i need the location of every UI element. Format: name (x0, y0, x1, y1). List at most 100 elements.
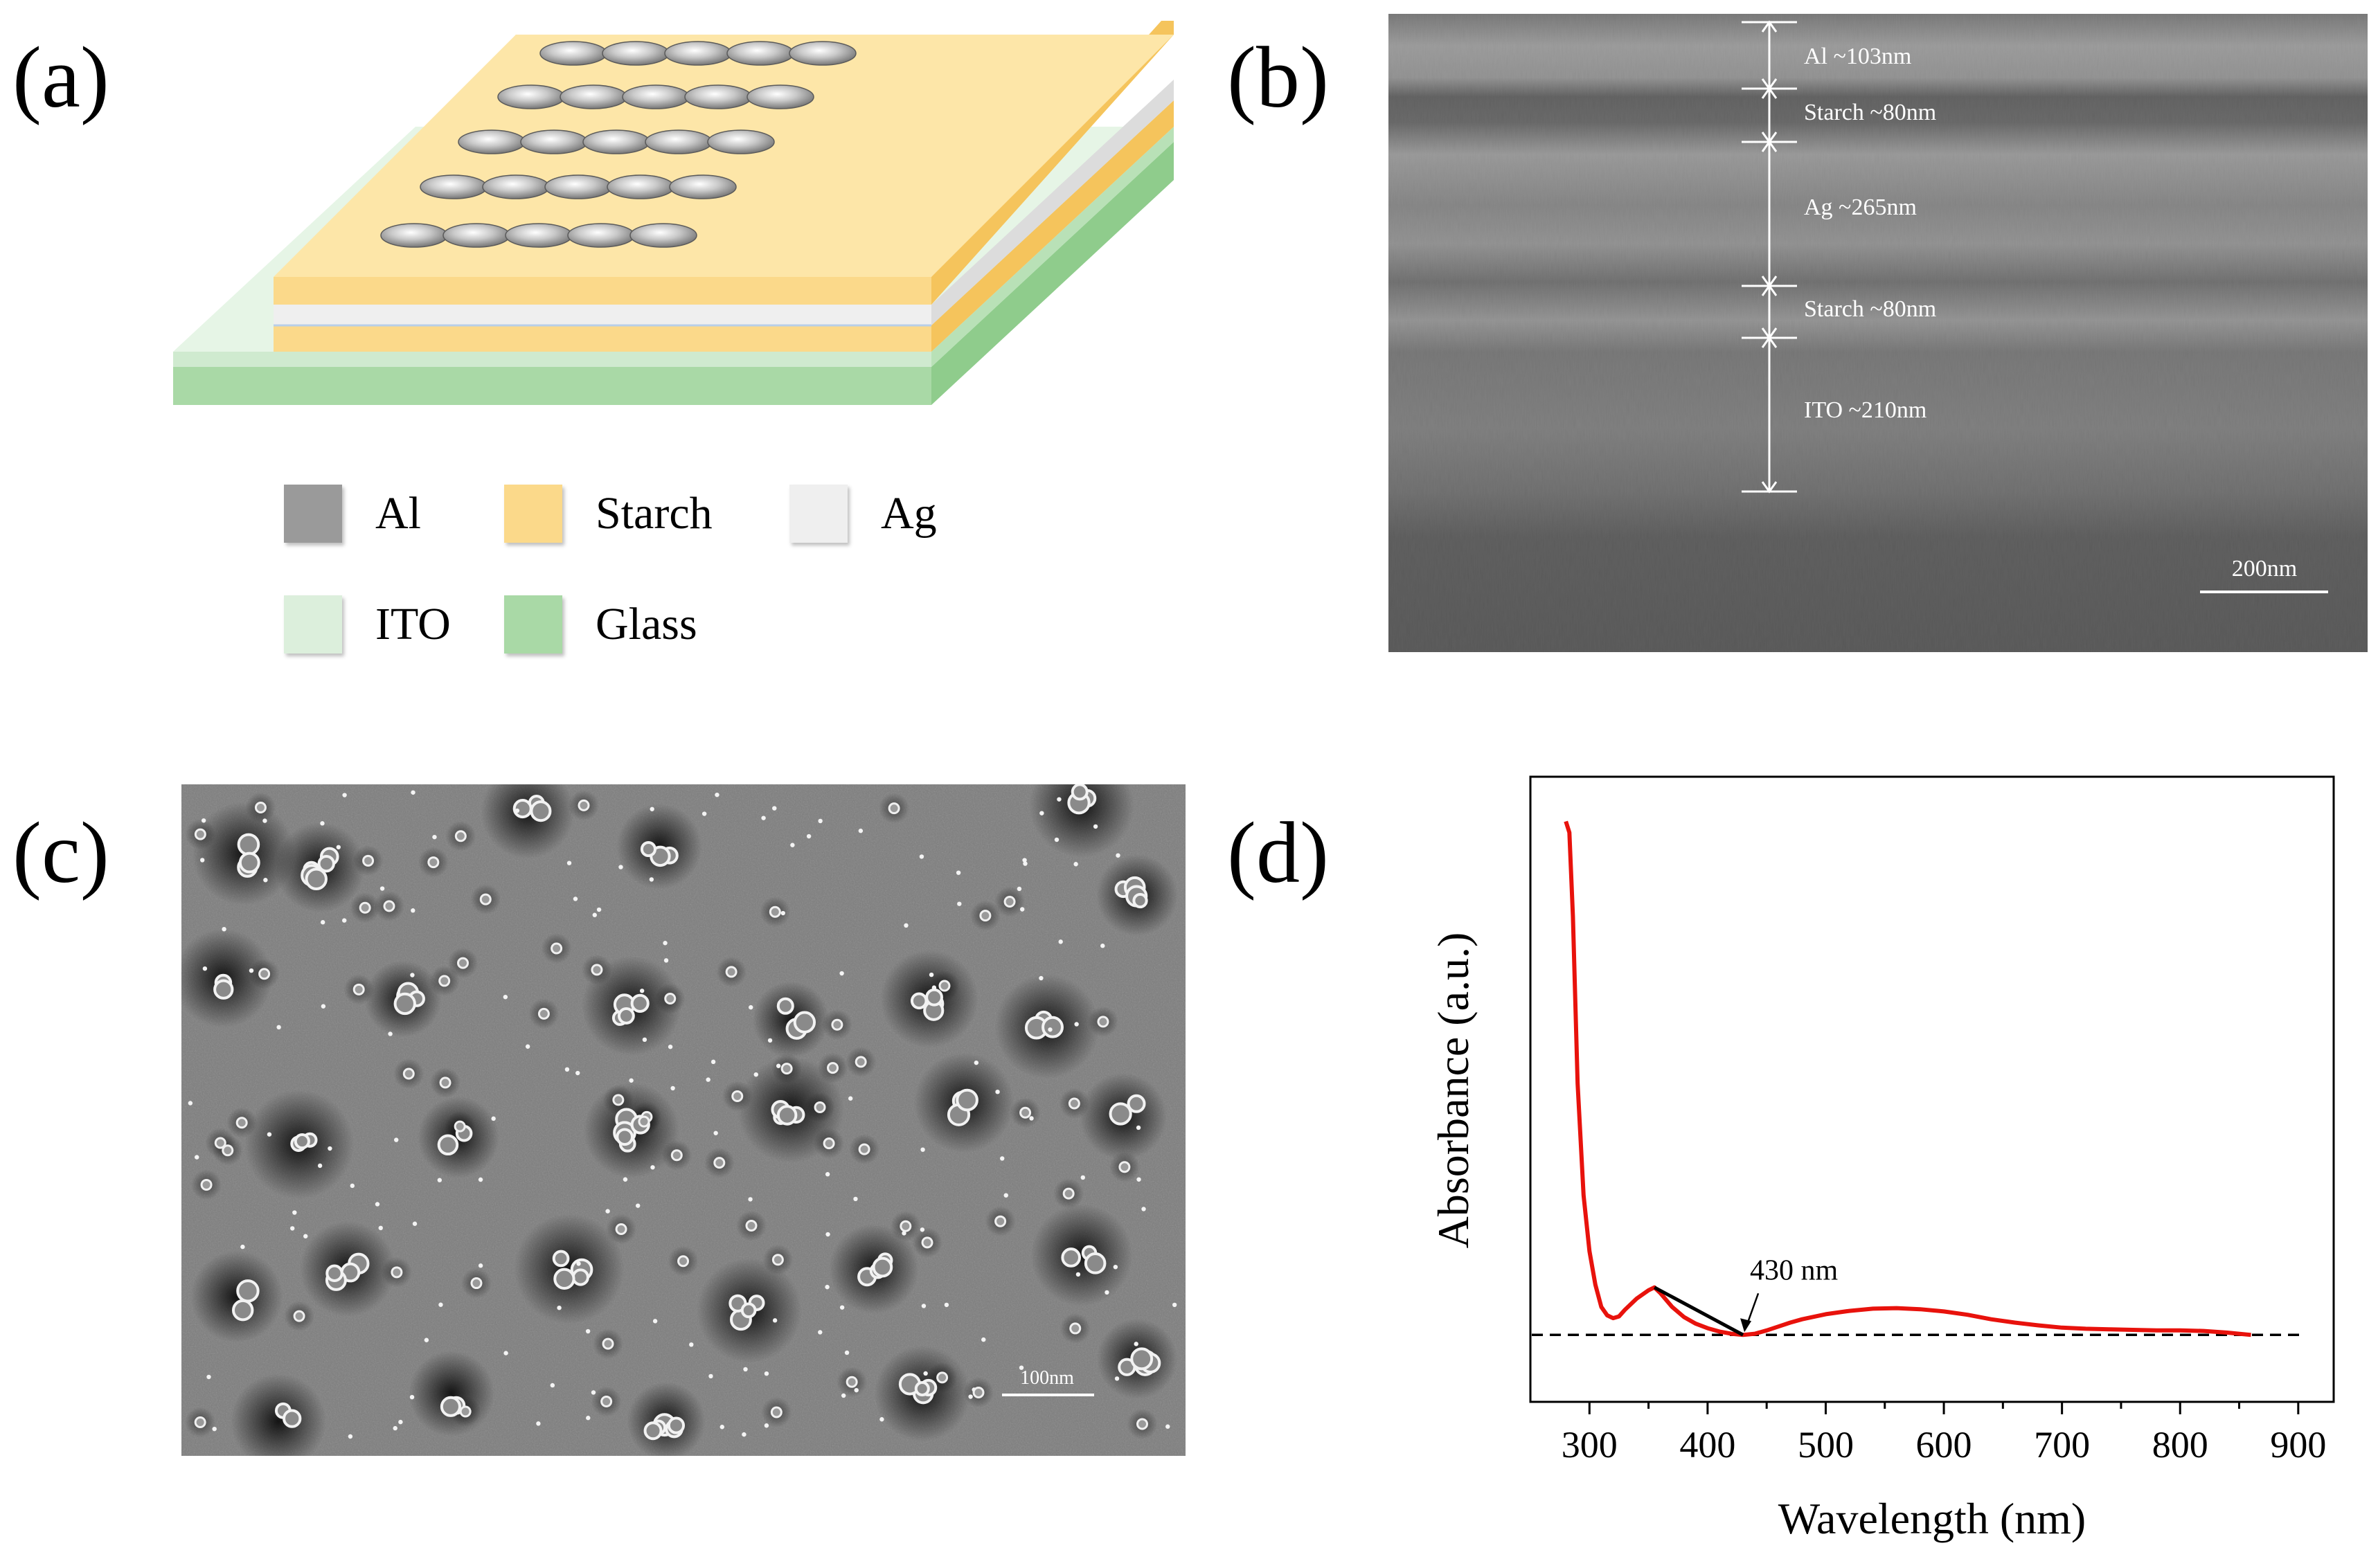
nanoparticle (525, 1044, 530, 1049)
al-swatch (284, 485, 342, 543)
nanoparticle (780, 910, 785, 916)
nanoparticle (1068, 1097, 1080, 1110)
nanoparticle (1084, 1252, 1107, 1274)
nanoparticle (491, 1116, 496, 1121)
nanoparticle (536, 1421, 541, 1426)
nanoparticle (591, 1390, 596, 1395)
al-nanodisk (629, 223, 697, 248)
nanoparticle (553, 1268, 575, 1290)
al-nanodisk (458, 129, 526, 154)
nanoparticle (957, 901, 962, 906)
nanoparticle (1029, 1116, 1034, 1121)
nanoparticle (212, 1426, 217, 1432)
nanoparticle (362, 854, 375, 867)
nanoparticle (479, 893, 492, 905)
cross-section-sem-image: Al ~103nm Starch ~80nm Ag ~265nm Starch … (1388, 14, 2368, 652)
nanoparticle (1054, 837, 1060, 842)
al-nanodisk (497, 84, 565, 109)
al-nanodisk (645, 129, 713, 154)
panel-b-letter: (b) (1227, 30, 1329, 126)
nanoparticle (921, 1304, 927, 1308)
nanoparticle (290, 1226, 295, 1231)
nanoparticle (402, 1067, 415, 1080)
particle-shadow (514, 1214, 625, 1324)
nanoparticle (409, 1394, 415, 1400)
nanoparticle (642, 1037, 647, 1043)
nanoparticle (776, 997, 794, 1015)
nanoparticle (328, 1146, 332, 1151)
nanoparticle (394, 1137, 399, 1142)
nanoparticle (814, 1101, 826, 1114)
absorption-edge-tangent (1653, 1286, 1744, 1337)
ag-nanoparticles (188, 784, 1177, 1441)
nanoparticle (818, 1330, 823, 1335)
panel-a-letter: (a) (12, 30, 109, 126)
nanoparticle (1071, 784, 1089, 801)
nanoparticle (923, 1371, 928, 1376)
nanoparticle (454, 1120, 466, 1133)
nanoparticle (391, 1266, 403, 1279)
particle-shadow (408, 1350, 495, 1437)
al-nanodisk (380, 223, 448, 248)
nanoparticle (566, 860, 572, 865)
layer-label-ag: Ag ~265nm (1804, 195, 1917, 220)
nanoparticle (904, 923, 909, 928)
nanoparticle (378, 1225, 383, 1231)
nanoparticle (515, 808, 520, 813)
nanoparticle (1093, 824, 1098, 829)
nanoparticle (740, 1302, 757, 1319)
nanoparticle (616, 1128, 634, 1146)
nanoparticle (585, 1328, 591, 1334)
nanoparticle (439, 1076, 452, 1089)
nanoparticle (767, 1038, 773, 1043)
nanoparticle (956, 1088, 978, 1112)
al-nanodisk (726, 41, 794, 66)
nanoparticle (617, 1007, 635, 1025)
nanoparticle (237, 833, 260, 856)
nanoparticle (921, 1236, 933, 1249)
legend-item-ito: ITO (284, 595, 451, 654)
nanoparticle (1136, 1177, 1141, 1182)
nanoparticle (731, 1090, 744, 1102)
nanoparticle (650, 1165, 655, 1170)
al-nanodisk (622, 84, 690, 109)
nanoparticle (411, 790, 415, 795)
nanoparticle (764, 1371, 769, 1376)
nanoparticle (1058, 939, 1063, 944)
nanoparticle (910, 992, 928, 1010)
ito-swatch (284, 595, 342, 654)
nanoparticle (293, 1310, 305, 1322)
nanoparticle (232, 1299, 254, 1322)
nanoparticle (201, 818, 206, 823)
nanoparticle (701, 811, 707, 816)
al-nanodisk (482, 174, 550, 199)
nanoparticle (336, 845, 341, 849)
nanoparticle (749, 1004, 753, 1010)
nanoparticle (635, 1203, 641, 1208)
nanoparticle (825, 1284, 830, 1290)
layer-label-al: Al ~103nm (1804, 44, 1911, 69)
nanoparticle (292, 1210, 297, 1215)
nanoparticle (925, 988, 943, 1007)
nanoparticle (1165, 1424, 1170, 1429)
nanoparticle (1118, 1161, 1131, 1173)
nanoparticle (342, 918, 347, 923)
ag-swatch (789, 485, 848, 543)
plot-frame (1529, 775, 2335, 1403)
nanoparticle (459, 1405, 472, 1418)
nanoparticle (649, 877, 654, 882)
nanoparticle (456, 957, 469, 969)
nanoparticle (1136, 1418, 1149, 1430)
x-axis-label: Wavelength (nm) (1778, 1494, 2086, 1543)
y-axis-label: Absorbance (a.u.) (1429, 932, 1478, 1249)
nanoparticle (240, 1244, 245, 1250)
nanoparticle (888, 802, 900, 815)
al-nanodisk (420, 174, 488, 199)
nanoparticle (981, 1337, 986, 1342)
nanoparticle (831, 1018, 843, 1031)
nanoparticle (1080, 1175, 1086, 1180)
nanoparticle (818, 818, 823, 824)
nanoparticle (411, 908, 415, 913)
al-nanodisk (520, 129, 588, 154)
nanoparticle (258, 968, 271, 980)
